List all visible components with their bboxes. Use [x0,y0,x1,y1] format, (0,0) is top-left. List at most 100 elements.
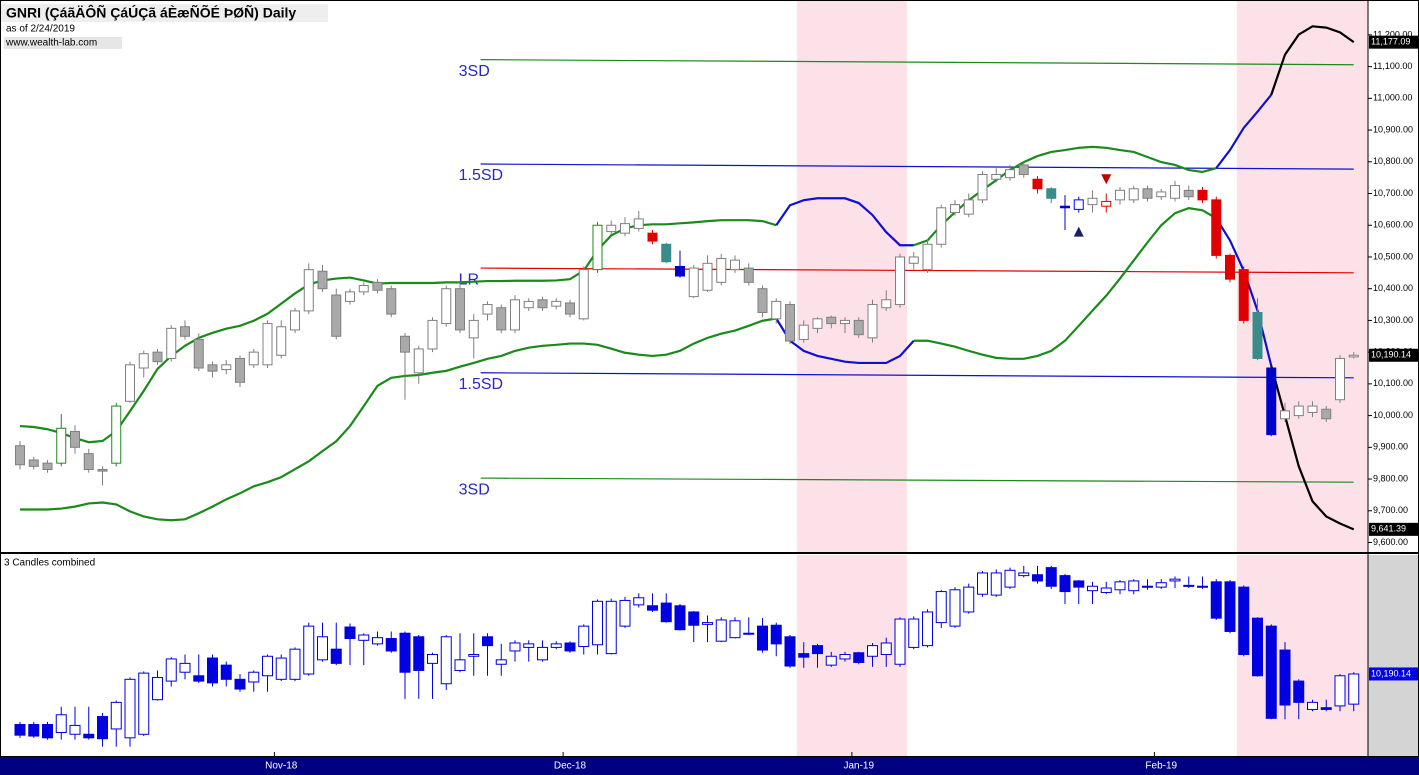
combined-body [1293,680,1305,703]
combined-body [592,600,603,646]
combined-body [1128,580,1140,592]
combined-body [14,724,26,736]
combined-body [1087,585,1098,592]
combined-body [69,724,81,735]
candle-body [661,243,672,263]
candle-body [702,262,713,291]
combined-body [853,652,865,663]
plot-area: 3SD 1.5SD LR 1.5SD 3SD [14,25,1360,747]
candle-body [276,326,287,356]
candle-body [455,288,465,331]
candle-body [963,199,974,215]
candle-body [331,294,342,337]
candle-body [83,453,94,471]
y-tick-label: 9,900.00 [1373,442,1408,452]
signal-marker [1101,174,1112,185]
combined-body [42,724,53,739]
candle-body [730,259,740,271]
combined-body [207,657,218,684]
signal-marker [1073,226,1084,237]
combined-body [619,599,631,627]
candle-body [386,288,397,315]
y-tick-label: 10,800.00 [1373,156,1413,166]
combined-body [399,632,411,673]
combined-body [674,605,686,631]
x-tick-label: Jan-19 [843,761,874,772]
candle-body [1225,254,1235,280]
combined-body [234,678,246,690]
candle-body [757,288,768,313]
combined-body [894,618,906,665]
combined-body [715,619,727,642]
y-tick-label: 10,100.00 [1373,378,1413,388]
candle-body [15,445,25,466]
x-tick-label: Nov-18 [265,761,298,772]
candle-body [1060,205,1070,209]
candle-body [496,307,507,331]
combined-body [550,643,562,648]
candle-body [1348,354,1359,358]
candle-body [70,430,80,448]
combined-body [179,662,191,673]
plot-underlay [796,0,1419,757]
channel-line [480,477,1354,483]
candle-body [537,299,548,309]
candle-body [97,469,108,472]
combined-body [124,678,136,739]
combined-body [289,648,301,680]
combined-body [468,654,480,657]
combined-body [1307,701,1318,710]
combined-body [248,671,260,683]
combined-body [605,600,617,655]
highlight-band [1236,0,1368,552]
channel-line [480,267,1354,274]
combined-body [55,714,67,733]
combined-body [1252,617,1263,677]
candle-body [1115,189,1125,201]
combined-body [165,658,177,682]
combined-body [454,659,466,671]
combined-body [922,611,933,647]
candle-body [1170,185,1180,199]
combined-body [578,625,590,648]
source-background [4,37,122,49]
candle-body [1128,188,1139,201]
candle-body [1087,197,1098,206]
combined-body [702,622,713,625]
combined-body [97,716,108,740]
combined-body [495,659,507,665]
combined-body [509,642,521,652]
y-tick-label: 11,000.00 [1373,93,1412,103]
candle-body [303,269,314,312]
y-tick-label: 10,000.00 [1373,410,1413,420]
candle-body [317,270,328,290]
combined-body [743,632,755,635]
last-close-label-box [1369,348,1418,362]
candle-body [510,299,520,331]
combined-body [564,642,576,652]
candle-body [950,204,960,214]
combined-body [1032,574,1043,582]
candle-body [1005,169,1015,179]
combined-body [812,645,823,655]
combined-body [647,605,658,611]
candle-body [413,348,424,374]
chart-subtitle: as of 2/24/2019 [6,24,75,35]
combined-body [1279,649,1291,706]
candle-body [427,319,438,350]
y-tick-label: 10,500.00 [1373,251,1413,261]
lower-last-label-box [1369,667,1418,681]
candle-body [1197,189,1208,201]
combined-body [1059,575,1071,593]
combined-body [330,648,342,664]
candle-body [372,281,383,291]
candle-body [578,269,589,320]
x-tick-label: Dec-18 [554,761,587,772]
lower-last-label: 10,190.14 [1371,668,1411,678]
combined-body [839,654,851,660]
combined-body [660,602,672,623]
candle-body [908,256,919,264]
candle-body [606,224,617,233]
